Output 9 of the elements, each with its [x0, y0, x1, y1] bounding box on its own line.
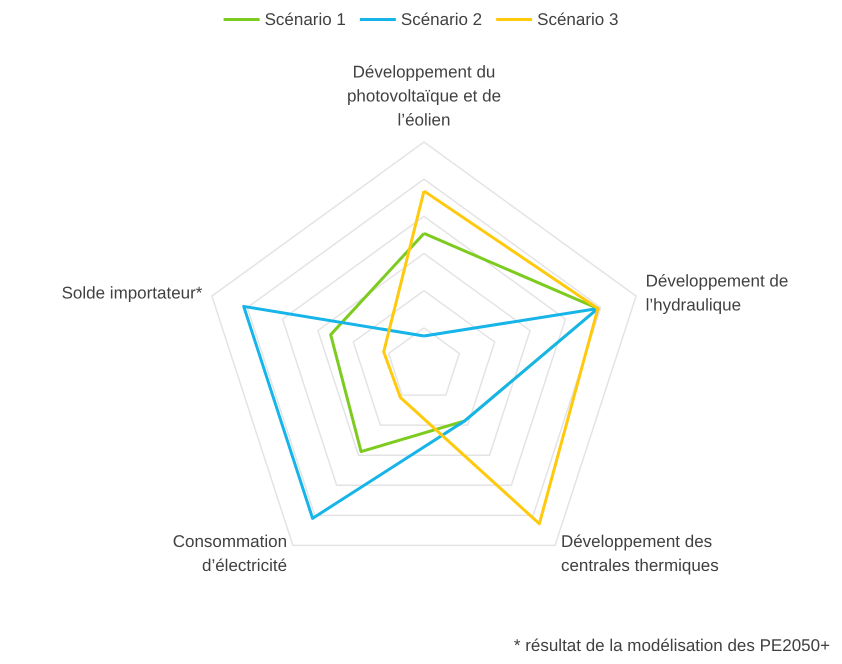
legend-label: Scénario 3: [537, 10, 618, 29]
legend-label: Scénario 1: [264, 10, 346, 29]
spoke-label: Solde importateur*: [62, 284, 203, 302]
spoke-label: Consommation d’électricité: [172, 532, 288, 575]
spoke-label: Développement du photovoltaïque et de l’éolien: [346, 62, 502, 130]
legend-label: Scénario 2: [400, 10, 482, 29]
text: * résultat de la modélisation des PE2050+: [514, 636, 830, 655]
spoke-label: Développement des centrales thermiques: [560, 532, 719, 575]
spoke-label: Développement de l’hydraulique: [646, 272, 788, 314]
